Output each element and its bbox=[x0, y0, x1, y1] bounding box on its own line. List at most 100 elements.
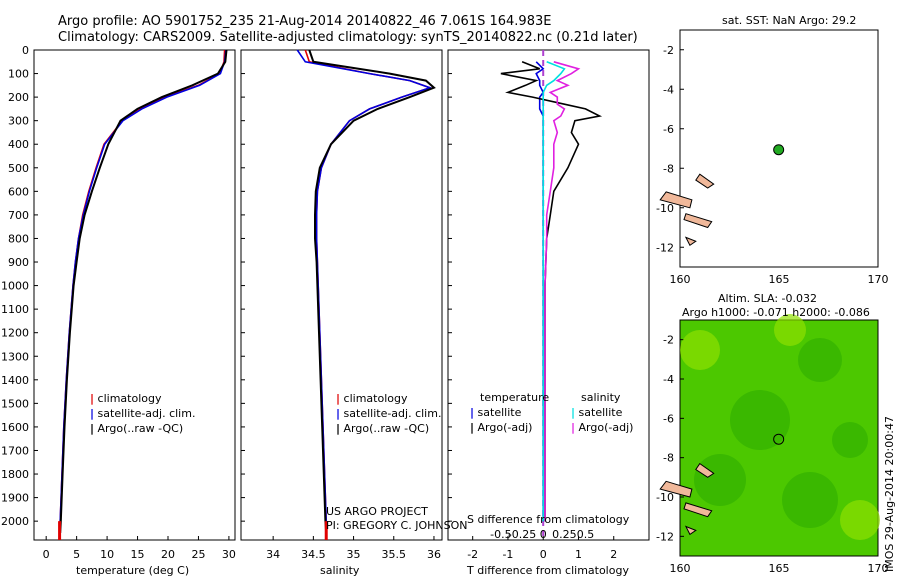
sst-map-lat-label: -2 bbox=[663, 44, 674, 57]
sla-patch bbox=[774, 314, 806, 346]
x-tick-label: 20 bbox=[161, 548, 175, 561]
sst-map-island bbox=[683, 213, 713, 229]
depth-tick-label: 300 bbox=[8, 115, 29, 128]
depth-tick-label: 700 bbox=[8, 209, 29, 222]
depth-tick-label: 0 bbox=[22, 44, 29, 57]
difference-xlabel: T difference from climatology bbox=[467, 564, 629, 577]
salinity-diff-tick-label: -0.5 bbox=[490, 528, 511, 541]
x-tick-label: 15 bbox=[131, 548, 145, 561]
depth-tick-label: 1600 bbox=[1, 421, 29, 434]
sst-map-lat-label: -6 bbox=[663, 123, 674, 136]
sla-patch bbox=[694, 454, 746, 506]
x-tick-label: 25 bbox=[191, 548, 205, 561]
sla-map-title-1: Altim. SLA: -0.032 bbox=[718, 292, 818, 305]
sla-map-island bbox=[684, 525, 697, 536]
depth-tick-label: 1200 bbox=[1, 327, 29, 340]
x-tick-label: 34.5 bbox=[301, 548, 326, 561]
series-line-climatology bbox=[58, 49, 226, 533]
legend-t-satellite: satellite bbox=[477, 406, 522, 419]
x-tick-label: -1 bbox=[502, 548, 513, 561]
series-line-satellite-adj-clim- bbox=[58, 49, 227, 533]
sla-patch bbox=[832, 422, 868, 458]
legend-climatology: climatology bbox=[343, 392, 408, 405]
sla-map-island bbox=[659, 480, 693, 498]
depth-tick-label: 1700 bbox=[1, 444, 29, 457]
imos-timestamp-label: IMOS 29-Aug-2014 20:00:47 bbox=[883, 416, 896, 572]
sla-map-lat-label: -8 bbox=[663, 452, 674, 465]
sla-map-lat-label: -2 bbox=[663, 334, 674, 347]
x-tick-label: 1 bbox=[575, 548, 582, 561]
x-tick-label: 2 bbox=[610, 548, 617, 561]
depth-tick-label: 500 bbox=[8, 162, 29, 175]
sst-map-lon-label: 165 bbox=[769, 273, 790, 286]
depth-tick-label: 400 bbox=[8, 138, 29, 151]
x-tick-label: 0 bbox=[43, 548, 50, 561]
depth-tick-label: 1900 bbox=[1, 492, 29, 505]
depth-axis: 0 100 200 300 400 500 600 700 800 900 1000 1100 1200… bbox=[1, 44, 452, 528]
sla-patch bbox=[840, 500, 880, 540]
depth-tick-label: 800 bbox=[8, 232, 29, 245]
salinity-diff-tick-label: 0.5 bbox=[577, 528, 595, 541]
depth-tick-label: 600 bbox=[8, 185, 29, 198]
title-line-2: Climatology: CARS2009. Satellite-adjuste… bbox=[58, 30, 638, 45]
salinity-panel bbox=[240, 49, 443, 541]
depth-tick-label: 1000 bbox=[1, 280, 29, 293]
sst-map-lat-label: -12 bbox=[656, 241, 674, 254]
sst-map-island bbox=[684, 236, 697, 247]
sst-map-lon-label: 160 bbox=[670, 273, 691, 286]
difference-legend-salinity: salinity | satellite | Argo(-adj) bbox=[571, 391, 634, 434]
series-line-satellite-salinity- bbox=[542, 61, 566, 522]
depth-tick-label: 1500 bbox=[1, 397, 29, 410]
series-line-argo-raw-qc- bbox=[59, 49, 228, 533]
sla-map-lon-label: 170 bbox=[868, 562, 889, 575]
x-tick-label: 35 bbox=[347, 548, 361, 561]
sla-map-lat-label: -12 bbox=[656, 530, 674, 543]
sst-map-island bbox=[659, 191, 693, 209]
depth-tick-label: 900 bbox=[8, 256, 29, 269]
legend-satellite-clim: satellite-adj. clim. bbox=[97, 407, 196, 420]
depth-tick-label: 1300 bbox=[1, 350, 29, 363]
x-tick-label: 35.5 bbox=[382, 548, 407, 561]
legend-s-argo: Argo(-adj) bbox=[578, 421, 634, 434]
credit-pi: PI: GREGORY C. JOHNSON bbox=[326, 519, 468, 532]
legend-s-satellite: satellite bbox=[578, 406, 623, 419]
temperature-xlabel: temperature (deg C) bbox=[76, 564, 190, 577]
salinity-diff-tick-label: 0.25 bbox=[552, 528, 577, 541]
sst-map-title: sat. SST: NaN Argo: 29.2 bbox=[722, 14, 857, 27]
float-marker-sst bbox=[773, 144, 785, 156]
salinity-legend: | climatology | satellite-adj. clim. | A… bbox=[336, 392, 442, 435]
salinity-diff-tick-label: -0.25 bbox=[508, 528, 536, 541]
x-tick-label: 30 bbox=[222, 548, 236, 561]
sla-patch bbox=[798, 338, 842, 382]
sst-map-island bbox=[695, 173, 715, 189]
legend-t-argo: Argo(-adj) bbox=[477, 421, 533, 434]
credit-project: US ARGO PROJECT bbox=[326, 505, 428, 518]
series-line-argo-raw-qc- bbox=[308, 49, 436, 533]
series-line-argo-adj-salinity- bbox=[544, 61, 581, 522]
depth-tick-label: 1100 bbox=[1, 303, 29, 316]
x-tick-label: 5 bbox=[73, 548, 80, 561]
sla-patch bbox=[782, 472, 838, 528]
sla-map-title-2: Argo h1000: -0.071 h2000: -0.086 bbox=[682, 306, 870, 319]
sla-map-lon-label: 165 bbox=[769, 562, 790, 575]
sst-map-lat-label: -4 bbox=[663, 83, 674, 96]
difference-panel bbox=[447, 49, 650, 541]
x-tick-label: 36 bbox=[427, 548, 441, 561]
sst-map-lat-label: -10 bbox=[656, 202, 674, 215]
x-tick-label: 10 bbox=[100, 548, 114, 561]
series-line-argo-adj- bbox=[500, 61, 603, 522]
x-tick-label: -2 bbox=[467, 548, 478, 561]
series-line-satellite bbox=[535, 61, 545, 522]
legend-salinity-head: salinity bbox=[581, 391, 621, 404]
temperature-legend: | climatology | satellite-adj. clim. | A… bbox=[90, 392, 196, 435]
sla-map-lat-label: -6 bbox=[663, 412, 674, 425]
depth-tick-label: 2000 bbox=[1, 515, 29, 528]
x-tick-label: 34 bbox=[266, 548, 280, 561]
sla-patch bbox=[730, 390, 790, 450]
legend-temperature-head: temperature bbox=[480, 391, 550, 404]
salinity-diff-tick-label: 0 bbox=[540, 528, 547, 541]
legend-argo: Argo(..raw -QC) bbox=[97, 422, 184, 435]
salinity-xlabel: salinity bbox=[320, 564, 360, 577]
sla-map-lat-label: -10 bbox=[656, 491, 674, 504]
